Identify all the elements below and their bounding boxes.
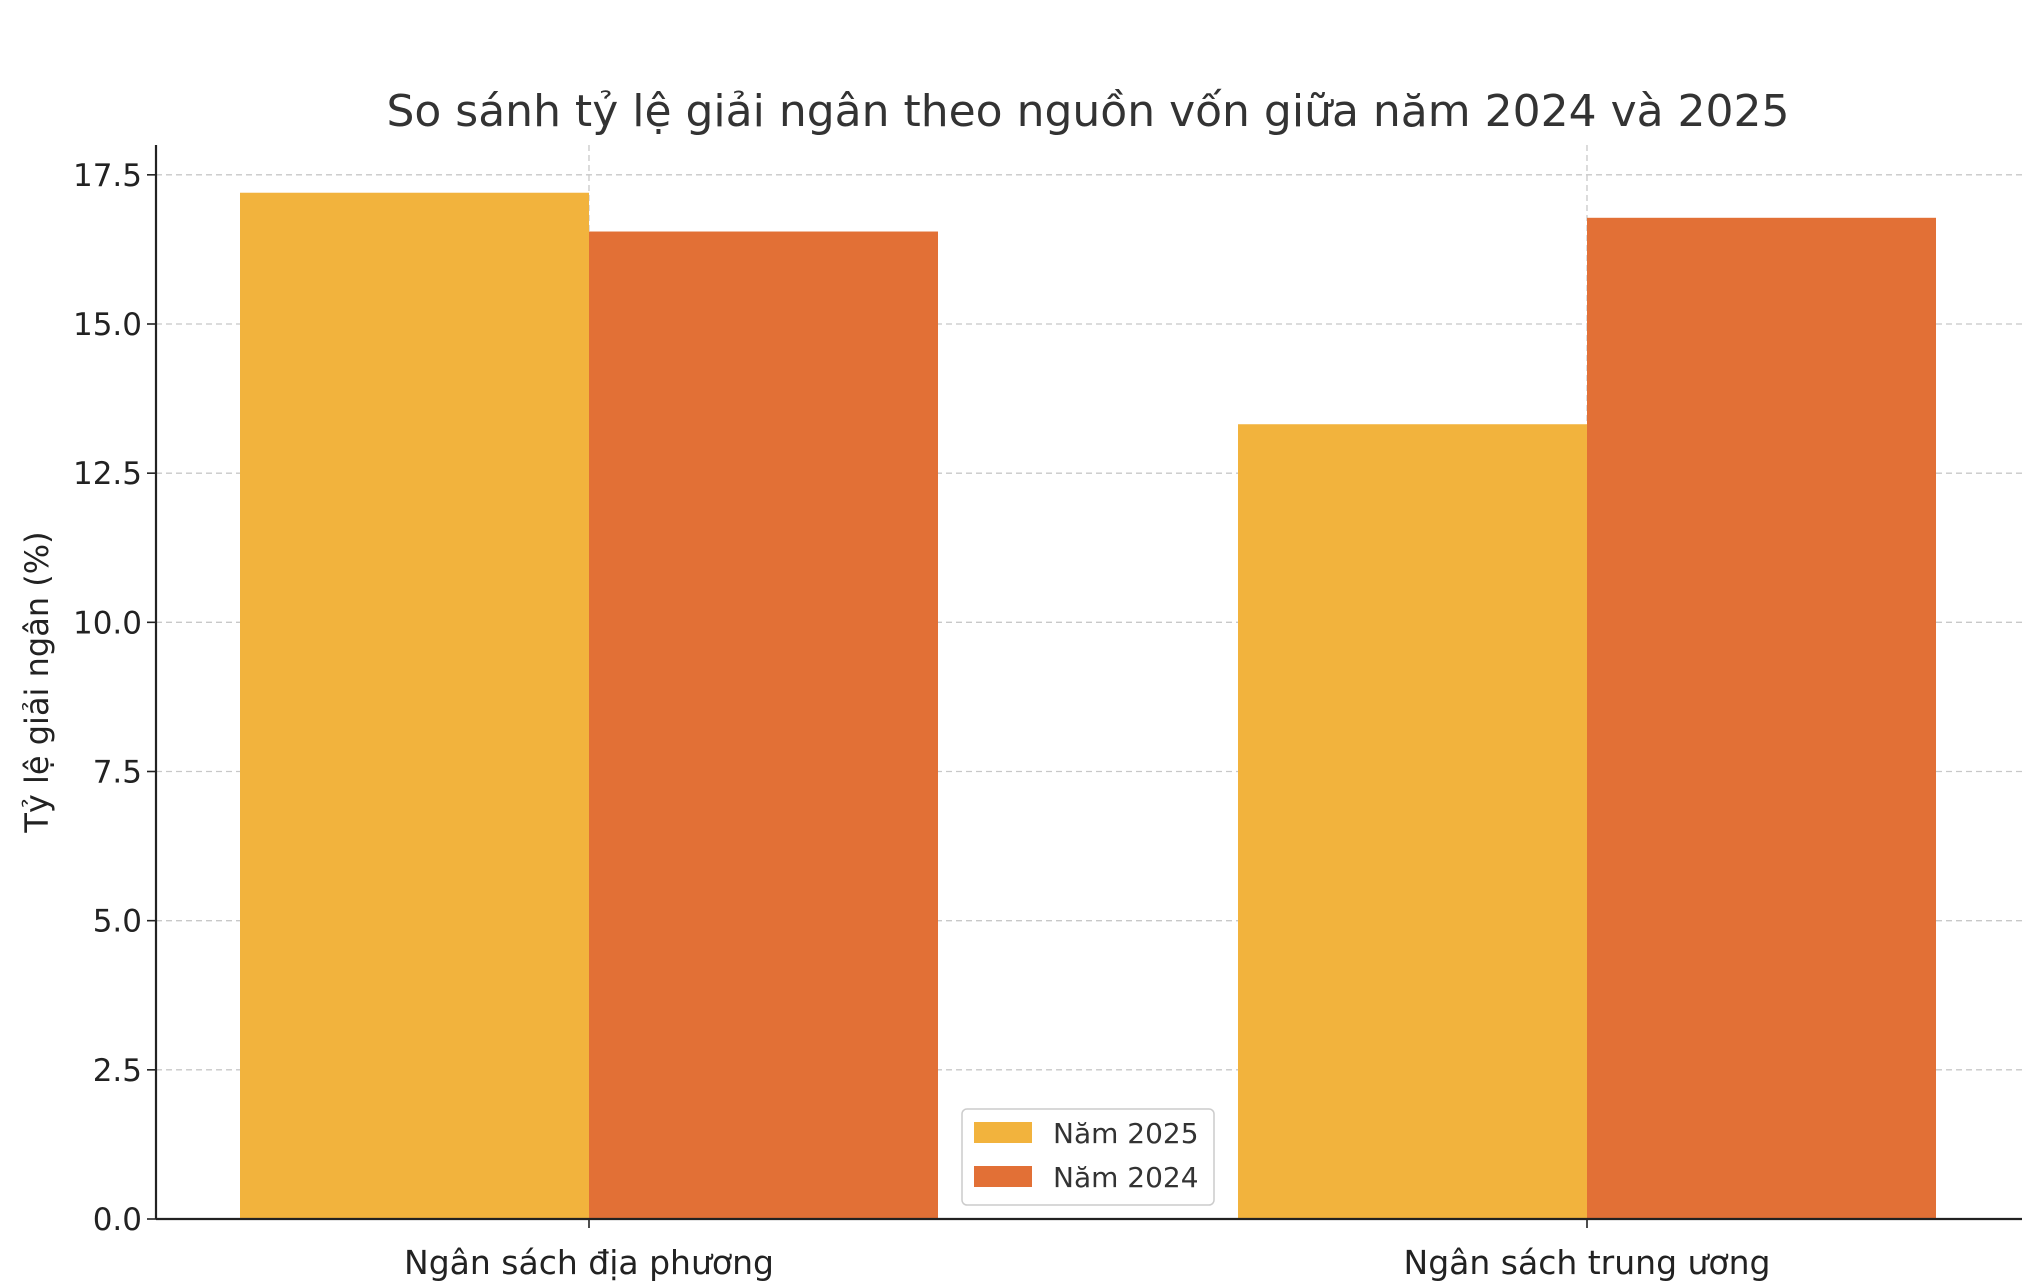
bars bbox=[240, 192, 1936, 1219]
y-ticks: 0.0 2.5 5.0 7.5 10.0 12.5 15.0 17.5 bbox=[73, 158, 156, 1238]
y-tick-label: 10.0 bbox=[73, 605, 142, 641]
x-ticks: Ngân sách địa phương Ngân sách trung ương bbox=[404, 1219, 1770, 1282]
y-tick-label: 15.0 bbox=[73, 307, 142, 343]
y-tick-label: 7.5 bbox=[93, 755, 142, 791]
legend-label-2025: Năm 2025 bbox=[1053, 1117, 1199, 1150]
y-tick-label: 5.0 bbox=[93, 904, 142, 940]
y-tick-label: 0.0 bbox=[93, 1202, 142, 1238]
y-tick-label: 17.5 bbox=[73, 158, 142, 194]
legend-swatch-2025 bbox=[974, 1122, 1032, 1143]
legend-label-2024: Năm 2024 bbox=[1053, 1161, 1199, 1194]
bar-2025-dia-phuong bbox=[240, 192, 589, 1219]
x-tick-label: Ngân sách địa phương bbox=[404, 1243, 774, 1282]
x-tick-label: Ngân sách trung ương bbox=[1404, 1243, 1771, 1282]
legend: Năm 2025 Năm 2024 bbox=[961, 1108, 1215, 1206]
y-tick-label: 2.5 bbox=[93, 1053, 142, 1089]
y-tick-label: 12.5 bbox=[73, 456, 142, 492]
bar-2025-trung-uong bbox=[1238, 424, 1587, 1219]
y-axis-label: Tỷ lệ giải ngân (%) bbox=[18, 531, 56, 833]
bar-2024-trung-uong bbox=[1587, 217, 1936, 1219]
legend-swatch-2024 bbox=[974, 1166, 1032, 1187]
chart-title: So sánh tỷ lệ giải ngân theo nguồn vốn g… bbox=[386, 86, 1789, 137]
bar-2024-dia-phuong bbox=[589, 231, 938, 1219]
